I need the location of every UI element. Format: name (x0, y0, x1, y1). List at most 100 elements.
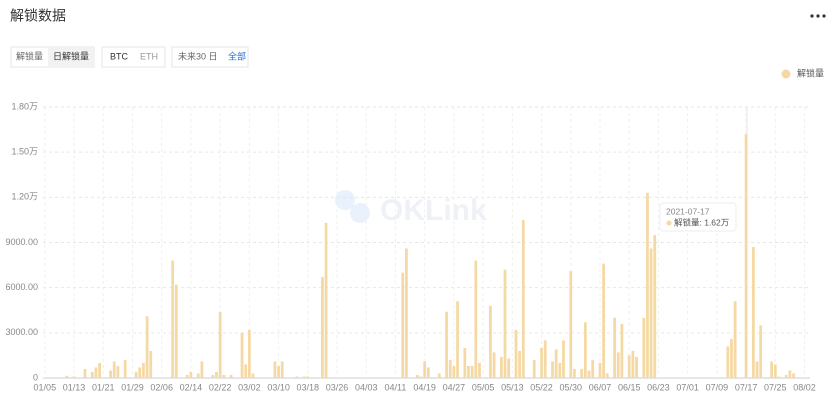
bar (591, 359, 595, 378)
tooltip-label: 解锁量: 1.62万 (674, 217, 729, 227)
y-tick-label: 1.20万 (11, 192, 38, 202)
bar (649, 248, 653, 378)
y-tick-label: 3000.00 (5, 327, 38, 337)
bar (514, 329, 518, 378)
bar (65, 375, 69, 378)
bar (489, 305, 492, 378)
bar (229, 374, 233, 378)
x-tick-label: 01/21 (92, 382, 115, 392)
bar (616, 352, 620, 378)
bar (142, 362, 145, 378)
bar (149, 350, 153, 378)
bar (273, 361, 277, 378)
bar (467, 365, 470, 378)
bar (551, 361, 554, 378)
tab[interactable]: ETH (140, 51, 158, 61)
bar (171, 260, 175, 378)
bar (419, 376, 423, 378)
bar (189, 371, 193, 378)
x-tick-label: 05/22 (530, 382, 553, 392)
x-tick-label: 01/05 (34, 382, 57, 392)
bar (569, 271, 573, 378)
menu-dot[interactable] (816, 14, 820, 18)
tab-selected (48, 47, 94, 67)
x-tick-label: 08/02 (793, 382, 816, 392)
x-tick-label: 02/14 (180, 382, 203, 392)
bar (302, 376, 306, 378)
x-tick-label: 07/09 (706, 382, 729, 392)
bar (218, 311, 222, 378)
bar (456, 301, 459, 378)
tab[interactable]: BTC (110, 51, 129, 61)
bar (532, 359, 536, 378)
bar (437, 373, 441, 378)
bar (613, 317, 616, 378)
bar (521, 219, 525, 378)
bar (90, 371, 94, 378)
x-tick-label: 03/10 (267, 382, 290, 392)
bar (777, 376, 781, 378)
bar (620, 323, 624, 378)
bar (247, 329, 251, 378)
y-tick-label: 1.50万 (11, 147, 38, 157)
tab[interactable]: 解锁量 (16, 50, 43, 61)
x-tick-label: 07/25 (764, 382, 787, 392)
bar (445, 311, 448, 378)
bar (598, 362, 602, 378)
x-tick-label: 06/07 (589, 382, 612, 392)
bar (138, 367, 142, 378)
bar (784, 374, 788, 378)
bar (423, 361, 427, 378)
bar (733, 301, 737, 378)
bar (792, 373, 795, 378)
tab-group (101, 46, 166, 68)
bar (635, 356, 638, 378)
tab[interactable]: 未来30 日 (178, 50, 218, 61)
bar (415, 374, 419, 378)
bar (116, 365, 120, 378)
bar (277, 365, 280, 378)
bar (295, 376, 299, 378)
bar (562, 340, 565, 378)
watermark-logo (350, 203, 370, 223)
bar (503, 269, 507, 378)
tab-group (171, 46, 249, 68)
bar (134, 371, 138, 378)
bar (109, 370, 112, 378)
tab[interactable]: 全部 (228, 50, 246, 61)
x-tick-label: 04/27 (443, 382, 466, 392)
menu-dot[interactable] (822, 14, 826, 18)
bar (222, 374, 226, 378)
bar (72, 376, 76, 378)
x-tick-label: 06/23 (647, 382, 670, 392)
bar (583, 322, 587, 378)
y-tick-label: 9000.00 (5, 237, 38, 247)
bar (755, 361, 759, 378)
bar (474, 260, 478, 378)
bar (752, 247, 755, 378)
bar (773, 364, 777, 378)
x-tick-label: 07/17 (735, 382, 758, 392)
bar (200, 361, 204, 378)
y-tick-label: 1.80万 (11, 101, 38, 111)
bar (518, 350, 522, 378)
x-tick-label: 06/15 (618, 382, 641, 392)
x-tick-label: 01/13 (63, 382, 86, 392)
panel-title: 解锁数据 (10, 8, 66, 24)
tooltip (659, 202, 737, 232)
bar (744, 134, 748, 378)
bar (580, 368, 584, 378)
tooltip-dot (666, 220, 672, 226)
bar (240, 332, 244, 378)
bar (507, 358, 511, 378)
bar (324, 222, 328, 378)
tab[interactable]: 日解锁量 (53, 50, 89, 61)
bar (605, 373, 609, 378)
menu-dot[interactable] (810, 14, 814, 18)
bar (211, 374, 215, 378)
y-tick-label: 0 (33, 372, 38, 382)
bar (98, 362, 101, 378)
x-tick-label: 02/22 (209, 382, 232, 392)
